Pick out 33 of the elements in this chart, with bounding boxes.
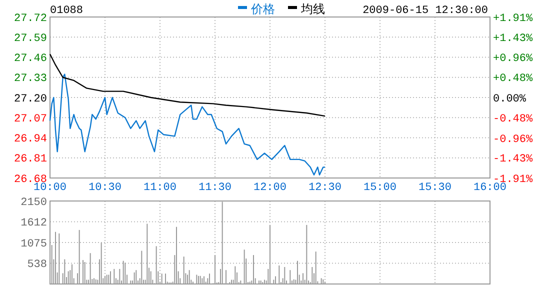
y2-tick-label: +1.43% (493, 33, 534, 46)
x-tick-label: 11:00 (143, 182, 177, 194)
y-tick-label: 26.81 (14, 154, 48, 166)
chart-title: 01088 (50, 5, 84, 17)
y2-tick-label: -0.96% (493, 134, 534, 146)
x-tick-label: 11:30 (198, 182, 232, 194)
line-series (49, 74, 326, 176)
y-tick-label: 538 (27, 259, 47, 272)
y2-tick-label: -1.43% (493, 154, 534, 166)
y-tick-label: 27.72 (14, 12, 47, 25)
y-tick-label: 1075 (20, 238, 47, 250)
y-tick-label: 27.33 (14, 73, 47, 86)
y-tick-label: 26.94 (14, 134, 48, 146)
legend-label: 均线 (300, 2, 325, 16)
x-tick-label: 12:30 (308, 182, 342, 194)
y2-tick-label: +1.91% (493, 12, 534, 25)
x-tick-label: 10:30 (88, 182, 122, 194)
y2-tick-label: -0.48% (493, 114, 534, 126)
y-tick-label: 27.20 (14, 93, 47, 106)
y-tick-label: 27.07 (14, 113, 47, 126)
legend-label: 价格 (250, 2, 275, 16)
line-series (49, 54, 326, 117)
y2-tick-label: +0.48% (493, 73, 534, 86)
y-tick-label: 27.46 (14, 53, 47, 66)
x-tick-label: 12:00 (253, 182, 287, 194)
y-tick-label: 1612 (20, 218, 47, 230)
y-tick-label: 27.59 (14, 32, 47, 45)
y2-tick-label: 0.00% (493, 93, 526, 106)
x-tick-label: 15:00 (363, 182, 397, 194)
y-tick-label: 2150 (20, 196, 47, 209)
chart-subtitle: 2009-06-15 12:30:00 (362, 5, 488, 17)
x-tick-label: 15:30 (418, 182, 452, 194)
y2-tick-label: +0.96% (493, 52, 534, 65)
